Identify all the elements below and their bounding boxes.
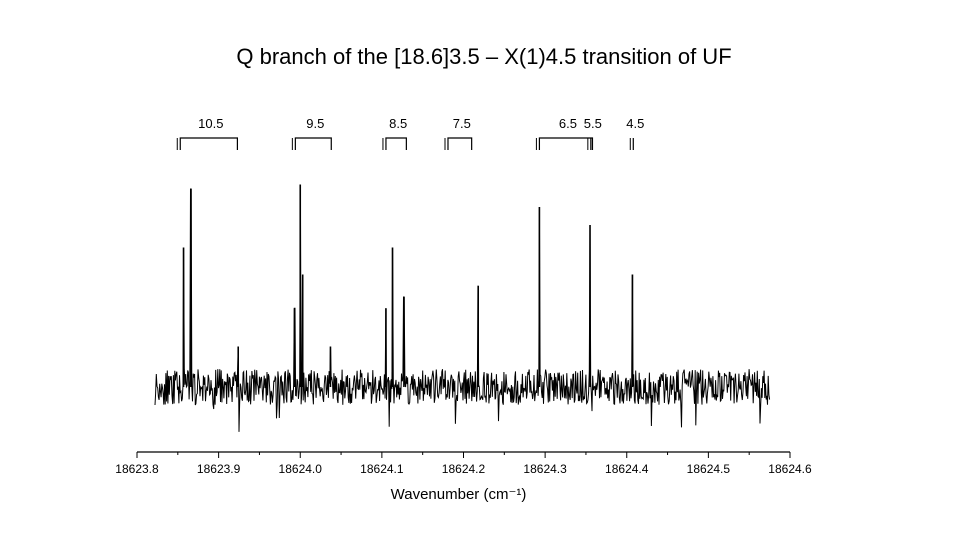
j-bracket: 10.5	[176, 116, 238, 150]
j-bracket: 9.5	[291, 116, 332, 150]
j-bracket-line	[294, 137, 332, 150]
x-tick-label: 18624.0	[279, 462, 323, 476]
j-bracket: 4.5	[626, 116, 644, 150]
x-tick-label: 18624.5	[687, 462, 731, 476]
j-label: 4.5	[626, 116, 644, 131]
rotational-assignments: 10.5 9.5 8.5 7.5 6.5 5.5 4.5	[176, 116, 644, 150]
j-bracket: 6.5	[535, 116, 594, 150]
x-tick-label: 18623.9	[197, 462, 241, 476]
slide-title: Q branch of the [18.6]3.5 – X(1)4.5 tran…	[236, 44, 732, 69]
j-label: 8.5	[389, 116, 407, 131]
spectrum-trace	[154, 184, 771, 432]
j-label: 7.5	[453, 116, 471, 131]
j-bracket-line	[385, 137, 407, 150]
x-tick-label: 18623.8	[115, 462, 159, 476]
j-label: 6.5	[559, 116, 577, 131]
j-bracket: 7.5	[444, 116, 473, 150]
x-axis-title: Wavenumber (cm⁻¹)	[391, 486, 527, 503]
x-tick-label: 18624.1	[360, 462, 404, 476]
x-tick-label: 18624.3	[523, 462, 567, 476]
x-axis: 18623.8 18623.9 18624.0 18624.1 18624.2 18624…	[115, 451, 812, 476]
j-label: 5.5	[584, 116, 602, 131]
j-bracket-line	[538, 137, 594, 150]
j-bracket-line	[179, 137, 238, 150]
j-bracket-line	[447, 137, 473, 150]
j-bracket: 5.5	[584, 116, 602, 150]
x-tick-label: 18624.2	[442, 462, 486, 476]
j-bracket: 8.5	[382, 116, 407, 150]
spectrum-line	[154, 184, 771, 432]
x-tick-label: 18624.4	[605, 462, 649, 476]
j-label: 9.5	[306, 116, 324, 131]
j-label: 10.5	[198, 116, 223, 131]
x-tick-label: 18624.6	[768, 462, 812, 476]
